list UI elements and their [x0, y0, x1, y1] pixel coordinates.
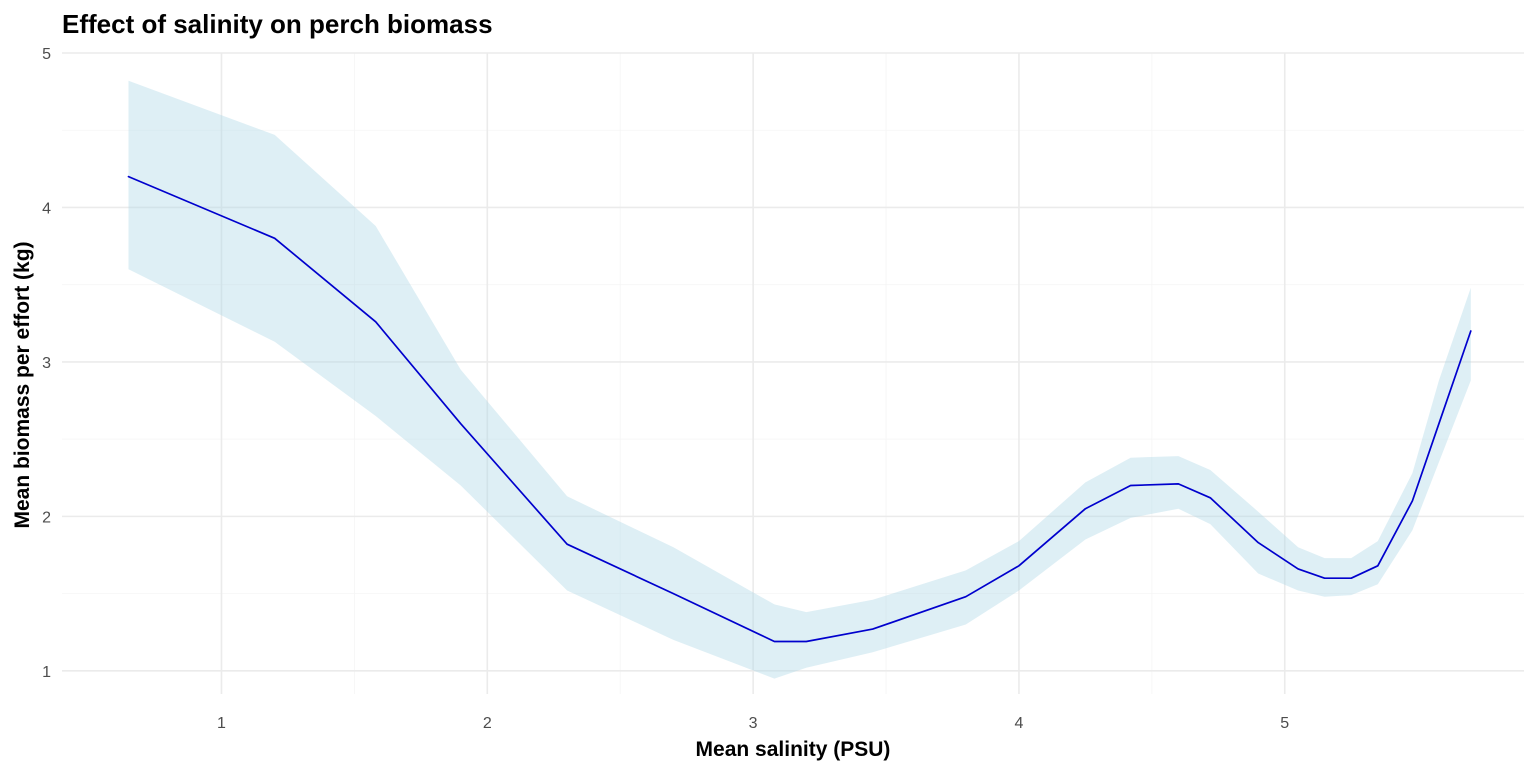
x-tick-label: 4 [1014, 715, 1023, 732]
confidence-band-layer [128, 80, 1471, 679]
y-axis-title: Mean biomass per effort (kg) [11, 241, 34, 528]
major-gridlines [62, 52, 1524, 694]
minor-gridlines [62, 53, 1524, 694]
x-axis-title: Mean salinity (PSU) [696, 738, 891, 761]
chart-title: Effect of salinity on perch biomass [62, 9, 493, 39]
x-tick-label: 2 [483, 715, 492, 732]
y-tick-label: 5 [42, 46, 51, 63]
y-tick-label: 2 [42, 509, 51, 526]
x-tick-label: 5 [1280, 715, 1289, 732]
x-axis-ticks: 1 2 3 4 5 [217, 715, 1289, 732]
confidence-band [128, 80, 1471, 679]
trend-line-layer [127, 175, 1472, 643]
y-tick-label: 1 [42, 664, 51, 681]
trend-line [127, 175, 1472, 643]
x-tick-label: 1 [217, 715, 226, 732]
y-tick-label: 4 [42, 200, 51, 217]
y-axis-ticks: 1 2 3 4 5 [42, 46, 51, 681]
x-tick-label: 3 [749, 715, 758, 732]
y-tick-label: 3 [42, 355, 51, 372]
